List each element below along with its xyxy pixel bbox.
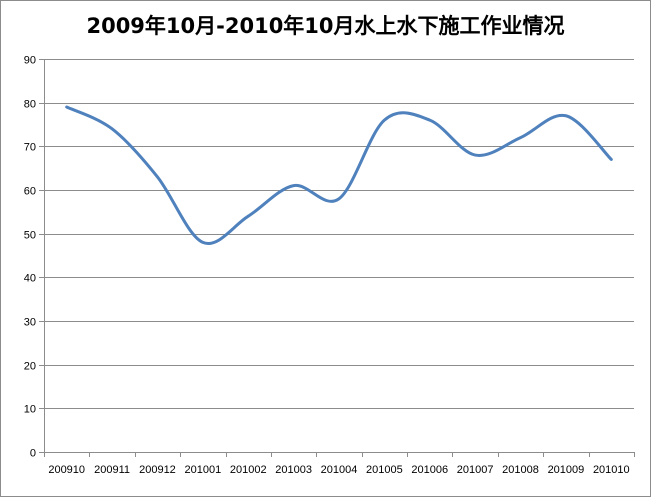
x-tick-label: 200911 bbox=[94, 464, 130, 476]
x-tick-label: 201001 bbox=[184, 464, 221, 476]
y-tick-label: 70 bbox=[24, 142, 36, 154]
x-tick-label: 201007 bbox=[457, 464, 494, 476]
x-tick-labels: 200910 200911 200912 201001 201002 201003 2010… bbox=[48, 464, 629, 476]
x-tick-label: 201010 bbox=[593, 464, 630, 476]
y-tick-label: 40 bbox=[24, 273, 36, 285]
x-tick-label: 201009 bbox=[548, 464, 585, 476]
y-tick-label: 20 bbox=[24, 361, 36, 373]
gridlines bbox=[44, 59, 634, 409]
y-tick-label: 80 bbox=[24, 99, 36, 111]
y-tick-label: 30 bbox=[24, 317, 36, 329]
y-tick-label: 0 bbox=[30, 448, 36, 460]
x-tick-label: 200910 bbox=[48, 464, 85, 476]
x-tick-label: 201003 bbox=[275, 464, 312, 476]
x-tick-label: 201008 bbox=[502, 464, 539, 476]
series-group bbox=[65, 105, 613, 246]
y-tick-label: 10 bbox=[24, 404, 36, 416]
chart-title: 2009年10月-2010年10月水上水下施工作业情况 bbox=[86, 14, 565, 38]
series-line bbox=[65, 105, 613, 246]
x-tick-label: 201002 bbox=[230, 464, 267, 476]
x-tick-label: 200912 bbox=[139, 464, 176, 476]
x-tick-label: 201004 bbox=[321, 464, 358, 476]
x-tick-label: 201006 bbox=[411, 464, 448, 476]
y-tick-label: 60 bbox=[24, 186, 36, 198]
y-tick-label: 90 bbox=[24, 55, 36, 67]
y-tick-labels: 0 10 20 30 40 50 60 70 80 90 bbox=[24, 55, 36, 460]
axes bbox=[39, 59, 635, 457]
x-tick-label: 201005 bbox=[366, 464, 403, 476]
y-tick-label: 50 bbox=[24, 230, 36, 242]
